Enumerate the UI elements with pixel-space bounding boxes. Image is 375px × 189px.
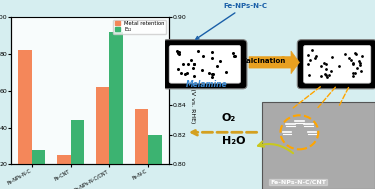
Bar [70,120,84,189]
FancyBboxPatch shape [297,40,375,89]
Bar [96,87,109,189]
Bar [148,135,162,189]
Bar [135,109,148,189]
Legend: Metal retention, E₁₂: Metal retention, E₁₂ [113,20,166,34]
FancyBboxPatch shape [169,45,241,83]
Bar [110,32,123,189]
Text: Melamine: Melamine [186,80,228,89]
Text: O₂: O₂ [222,113,236,123]
Bar [32,150,45,189]
Polygon shape [249,51,299,74]
Bar [57,155,70,189]
Text: Calcination: Calcination [242,58,286,64]
Bar [18,50,32,189]
FancyBboxPatch shape [262,102,375,189]
Text: H₂O: H₂O [222,136,245,146]
Text: Fe-NPs-N-C: Fe-NPs-N-C [196,3,268,39]
Text: Fe-NPs-N-C/CNT: Fe-NPs-N-C/CNT [270,179,326,184]
FancyBboxPatch shape [304,45,371,83]
FancyBboxPatch shape [163,40,247,89]
Y-axis label: Potential (V vs. RHE): Potential (V vs. RHE) [190,59,195,123]
